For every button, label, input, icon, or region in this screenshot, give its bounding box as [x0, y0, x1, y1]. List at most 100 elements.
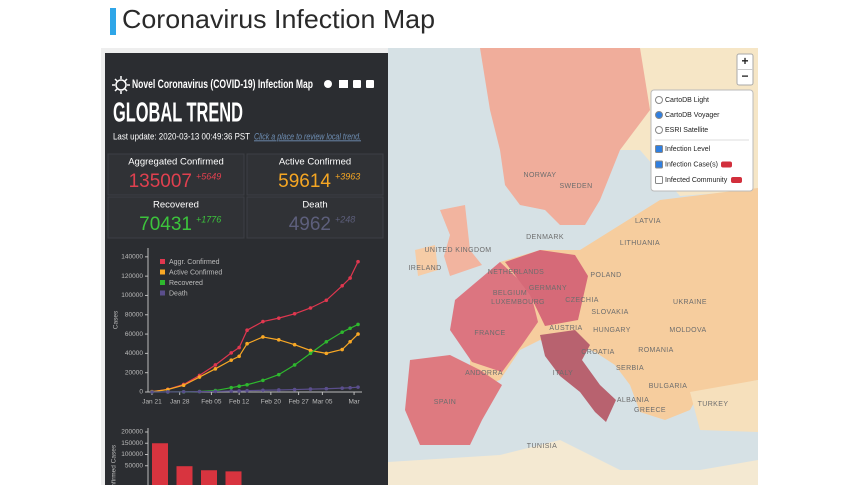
- y-tick-label: 0: [139, 389, 143, 396]
- virus-icon: [112, 76, 130, 94]
- data-point: [245, 382, 249, 387]
- data-point: [229, 385, 234, 390]
- panel-heading: GLOBAL TREND: [113, 96, 243, 127]
- header-title: Coronavirus Infection Map: [122, 4, 435, 34]
- data-point: [292, 363, 297, 367]
- data-point: [213, 389, 218, 394]
- land: [470, 188, 758, 420]
- legend-label: Aggr. Confirmed: [169, 259, 220, 266]
- map-label: MOLDOVA: [669, 327, 706, 334]
- data-point: [245, 388, 249, 393]
- y-tick-label: 100000: [121, 451, 143, 458]
- x-tick-label: Jan 28: [170, 399, 190, 406]
- map-label: SPAIN: [434, 399, 457, 406]
- data-point: [292, 387, 297, 392]
- data-point: [340, 347, 344, 352]
- data-point: [324, 298, 329, 303]
- stat-label: Recovered: [153, 200, 199, 211]
- layer-option[interactable]: ESRI Satellite: [665, 127, 708, 134]
- data-point: [261, 388, 265, 393]
- x-tick-label: Feb 12: [229, 399, 250, 406]
- layer-option[interactable]: CartoDB Light: [665, 97, 709, 104]
- map-label: CZECHIA: [565, 297, 599, 304]
- y-axis-label: Confirmed Cases: [111, 444, 118, 485]
- series-line: [151, 386, 359, 393]
- map-label: UNITED KINGDOM: [424, 247, 491, 254]
- stat-box: [246, 196, 384, 239]
- layer-option[interactable]: Infection Level: [665, 146, 711, 153]
- data-point: [181, 383, 186, 388]
- radio[interactable]: [655, 96, 663, 104]
- side-panel: Novel Coronavirus (COVID-19) Infection M…: [105, 53, 388, 485]
- legend-swatch: [160, 269, 165, 275]
- checkbox[interactable]: [655, 145, 663, 153]
- zoom-out[interactable]: −: [741, 69, 748, 83]
- x-tick-label: Mar 05: [312, 399, 333, 406]
- data-point: [324, 386, 329, 391]
- data-point: [213, 367, 218, 371]
- data-point: [308, 351, 313, 356]
- map-label: LUXEMBOURG: [491, 299, 545, 306]
- legend-swatch: [160, 259, 165, 264]
- checkbox[interactable]: [655, 176, 663, 184]
- data-point: [197, 375, 202, 379]
- data-point: [237, 345, 241, 350]
- map-label: UKRAINE: [673, 299, 707, 306]
- map-label: AUSTRIA: [549, 325, 582, 332]
- stat-value: 59614: [278, 171, 331, 192]
- layer-option[interactable]: Infection Case(s): [665, 161, 718, 168]
- radio[interactable]: [655, 111, 663, 119]
- map-label: HUNGARY: [593, 327, 631, 334]
- data-point: [237, 389, 241, 393]
- help-icon[interactable]: [324, 80, 332, 88]
- header-accent: [110, 8, 116, 35]
- data-point: [197, 389, 202, 394]
- land-italy: [540, 330, 616, 422]
- bar: [201, 470, 217, 485]
- twitter-icon[interactable]: [366, 80, 374, 88]
- map-label: ALBANIA: [617, 397, 649, 404]
- data-point: [276, 338, 281, 342]
- layer-option[interactable]: Infected Community: [665, 177, 728, 184]
- data-point: [261, 319, 265, 324]
- zoom-in[interactable]: +: [741, 54, 748, 68]
- hint-link[interactable]: Click a place to review local trend.: [254, 131, 361, 141]
- stats: Aggregated Confirmed 135007 +5649 Active Co…: [107, 153, 384, 239]
- data-point: [340, 330, 344, 334]
- data-point: [348, 276, 352, 280]
- radio[interactable]: [655, 126, 663, 134]
- data-point: [324, 339, 329, 344]
- map-label: NORWAY: [524, 172, 557, 179]
- data-point: [229, 351, 234, 355]
- y-tick-label: 50000: [125, 462, 143, 469]
- series-line: [151, 333, 359, 393]
- map-label: TUNISIA: [527, 443, 557, 450]
- map-label: ROMANIA: [638, 347, 673, 354]
- checkbox[interactable]: [655, 160, 663, 169]
- data-point: [348, 326, 352, 331]
- stat-delta: +3963: [335, 171, 360, 181]
- data-point: [237, 384, 241, 389]
- layer-option[interactable]: CartoDB Voyager: [665, 112, 720, 119]
- data-point: [276, 388, 281, 392]
- legend-label: Recovered: [169, 280, 203, 287]
- data-point: [181, 390, 186, 394]
- info-icon[interactable]: [339, 80, 348, 88]
- y-tick-label: 80000: [125, 311, 143, 318]
- y-tick-label: 60000: [125, 331, 143, 338]
- share-icon[interactable]: [353, 80, 361, 88]
- panel-title: Novel Coronavirus (COVID-19) Infection M…: [132, 77, 313, 91]
- land-ireland: [415, 245, 438, 276]
- data-point: [340, 283, 344, 288]
- data-point: [356, 259, 360, 264]
- map-label: GERMANY: [529, 285, 567, 292]
- land-uk: [440, 205, 482, 276]
- x-tick-label: Feb 20: [261, 399, 282, 406]
- trend-chart: 0 20000 40000 60000 80000 100000 120000 140000 J…: [113, 248, 362, 406]
- layer-icon: [731, 177, 742, 183]
- series-line: [151, 261, 359, 393]
- stat-value: 135007: [129, 171, 192, 192]
- stat-delta: +1776: [196, 214, 221, 224]
- data-point: [292, 342, 297, 347]
